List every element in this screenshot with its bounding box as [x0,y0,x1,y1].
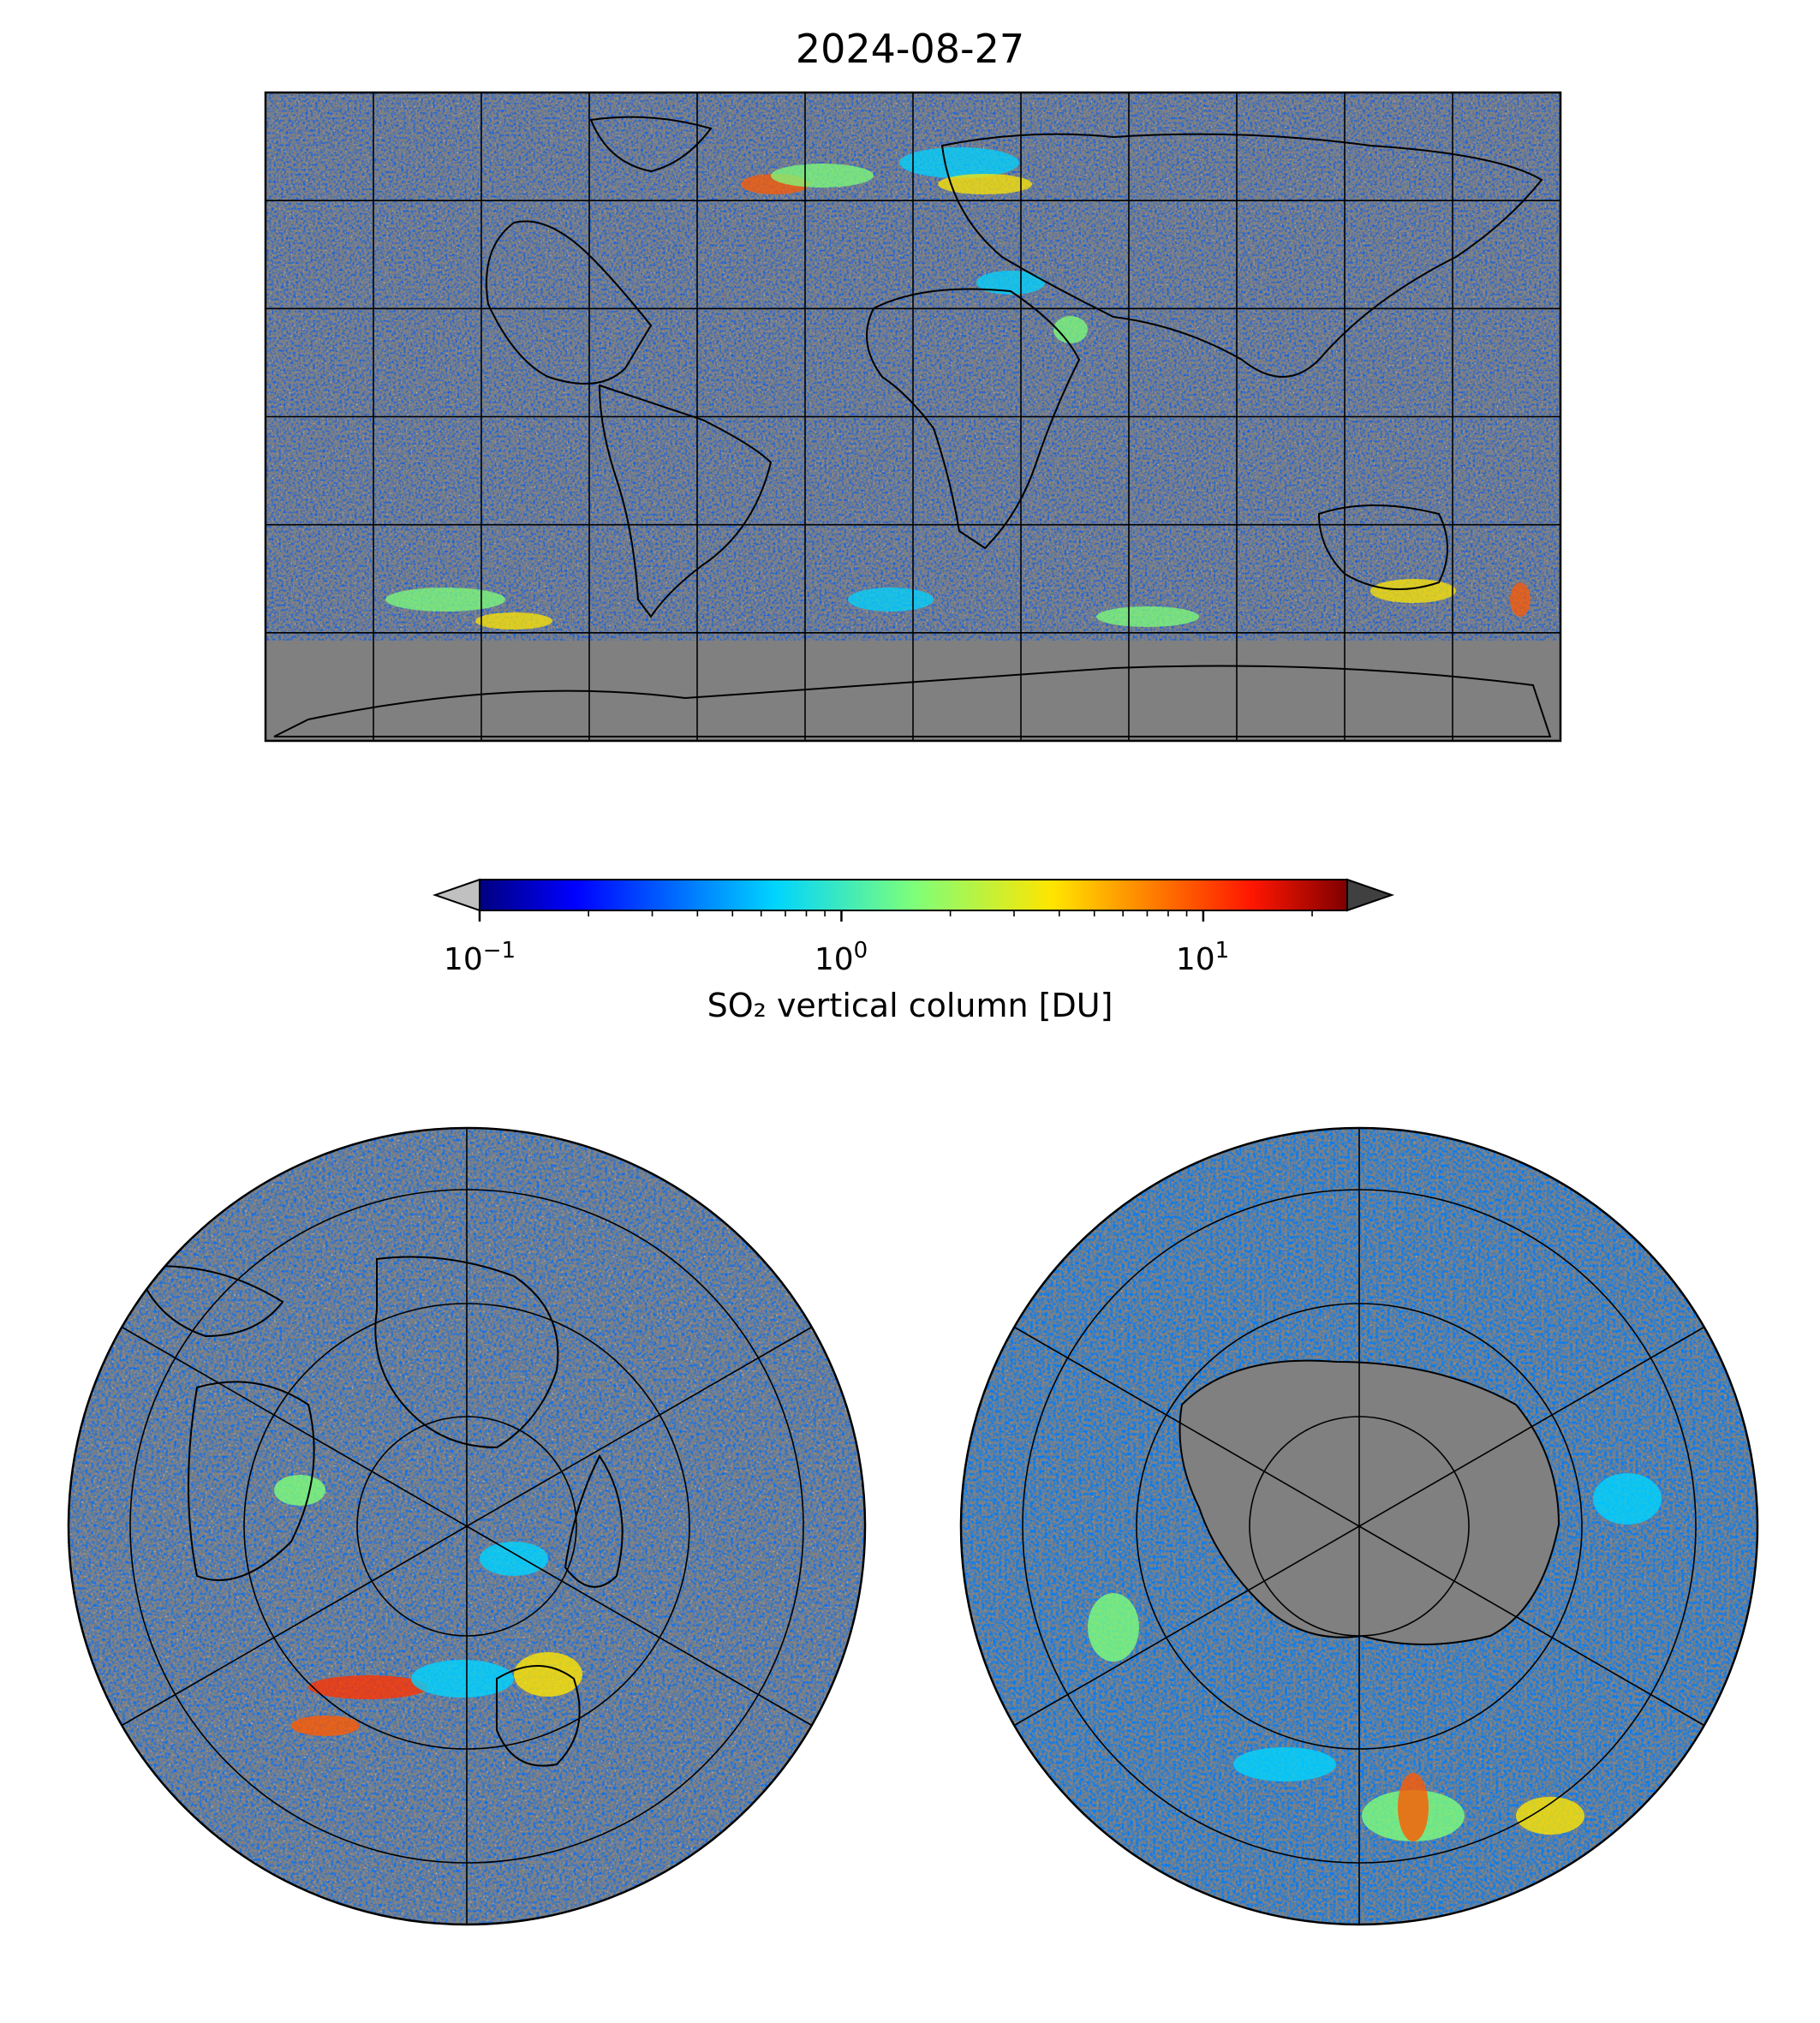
so2-plume [514,1652,582,1697]
south-polar-gridlines [1013,1128,1705,1925]
meridian-line [466,1525,813,1727]
so2-plume [411,1660,514,1698]
colorbar-label: SO₂ vertical column [DU] [707,987,1113,1024]
so2-plume [1593,1473,1662,1525]
global-gridlines [266,92,1560,741]
so2-plume [1096,606,1199,627]
global-coastlines [273,116,1552,737]
global-map-frame [264,91,1562,743]
meridian-line [466,1326,813,1527]
meridian-line [121,1326,468,1527]
colorbar-frame [479,879,1348,911]
meridian-line [1358,1525,1705,1727]
south-polar-so2-plumes [1088,1473,1662,1841]
map-title: 2024-08-27 [795,26,1025,72]
so2-plume [771,164,874,188]
so2-plume [291,1716,360,1736]
so2-plume [976,271,1045,295]
colorbar-tick-label-1: 100 [815,938,868,977]
so2-plume [1510,582,1531,617]
so2-plume [1398,1773,1429,1841]
south-polar-frame [959,1126,1759,1926]
meridian-line [1013,1326,1360,1527]
colorbar-tick-labels: 10−1 100 101 [444,938,1229,977]
so2-plume [1370,579,1456,603]
meridian-line [1358,1326,1705,1527]
so2-plume [1088,1593,1139,1662]
north-polar-coastlines [135,1256,624,1767]
so2-plume [480,1542,548,1576]
so2-plume [1053,316,1088,343]
north-polar-gridlines [121,1128,813,1925]
north-polar-so2-plumes [274,1475,582,1736]
colorbar-ticks [478,910,1313,922]
colorbar-gradient [480,880,1347,910]
global-so2-plumes [385,147,1531,630]
so2-plume [385,588,505,612]
so2-plume [938,174,1032,194]
colorbar-tick-label-0: 10−1 [444,938,516,977]
colorbar-tick-label-2: 101 [1176,938,1229,977]
meridian-line [121,1525,468,1727]
meridian-line [1013,1525,1360,1727]
so2-plume [1516,1797,1584,1835]
so2-plume [899,147,1019,178]
so2-plume [274,1475,325,1506]
north-polar-frame [67,1126,867,1926]
so2-plume [1233,1747,1336,1781]
so2-plume [308,1675,428,1699]
so2-plume [848,588,934,612]
so2-plume [475,612,552,630]
